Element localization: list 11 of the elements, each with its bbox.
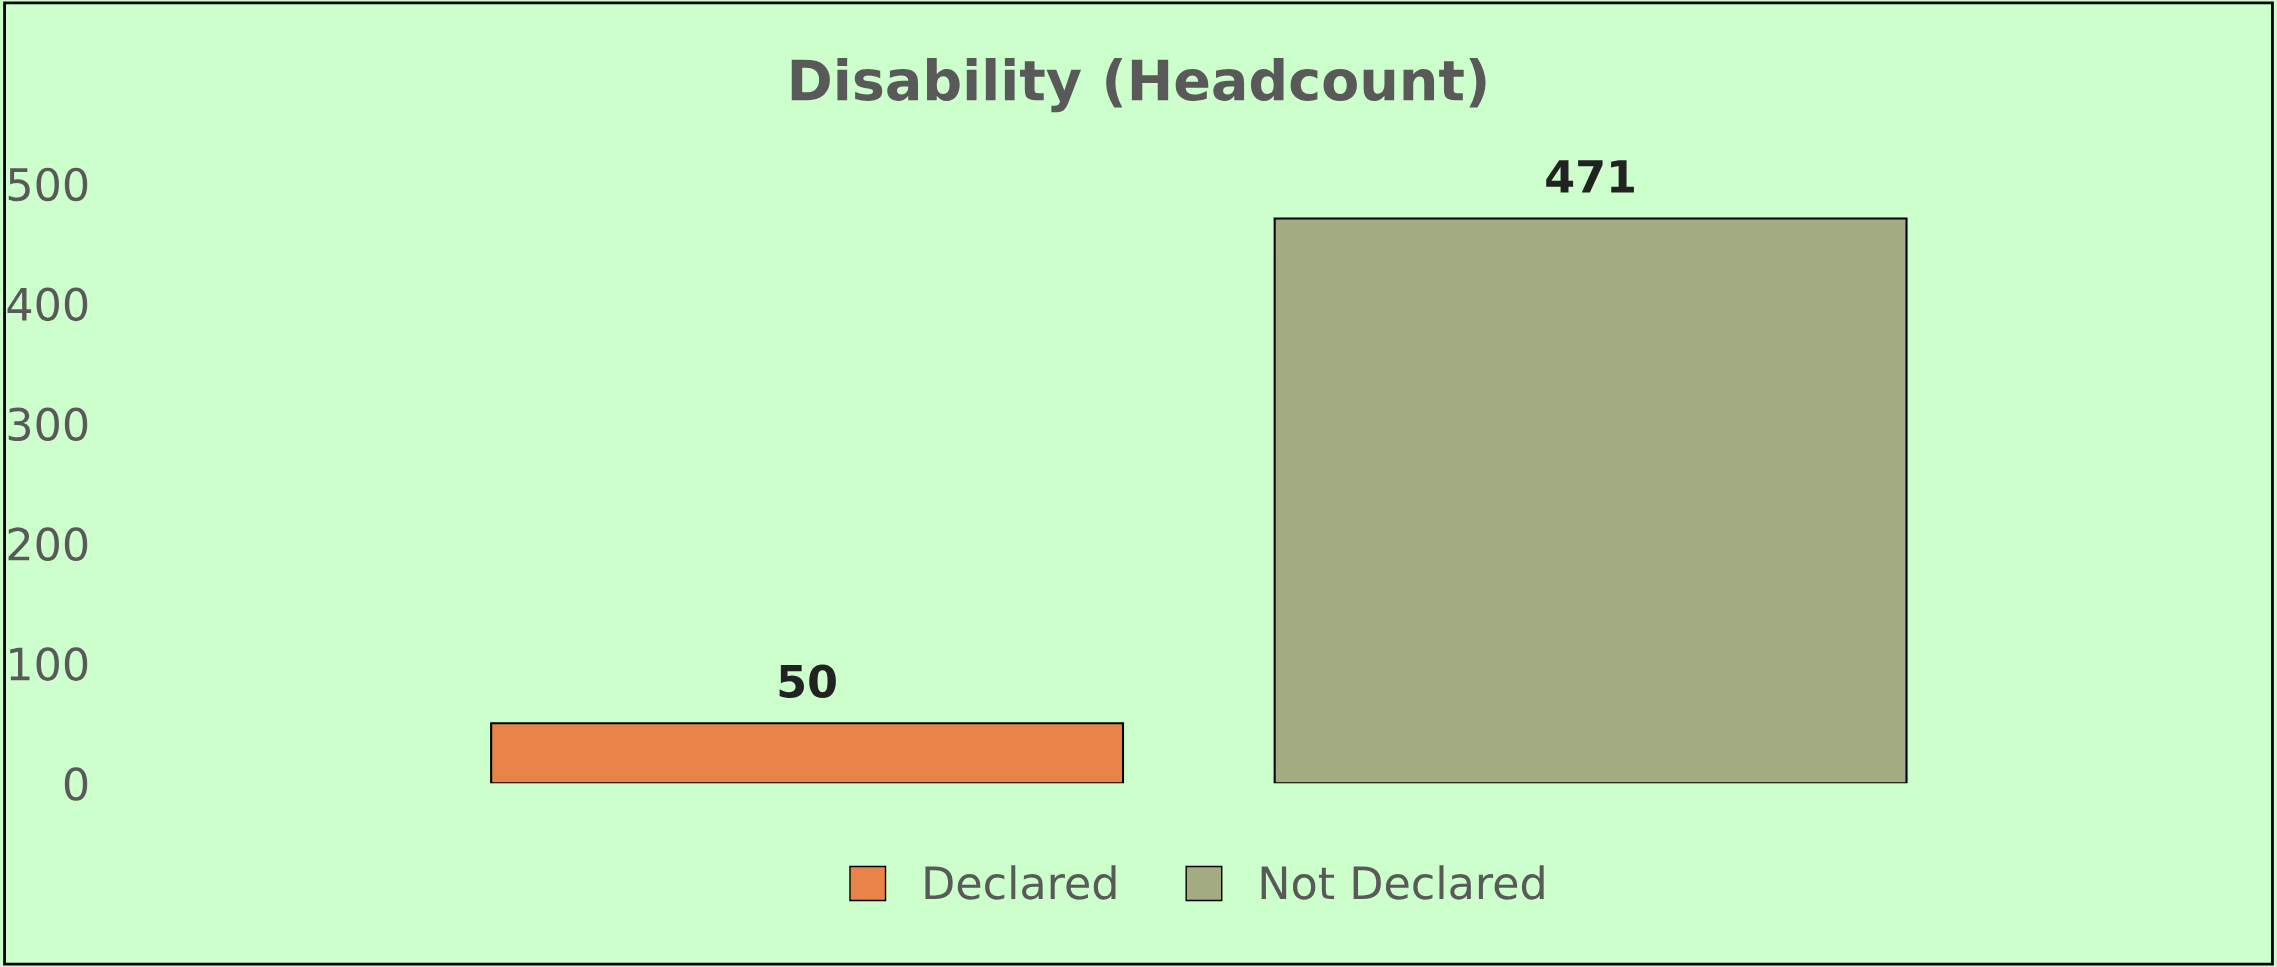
y-tick-label: 500	[8, 167, 88, 202]
y-tick-label: 200	[8, 527, 88, 561]
legend-label: Declared	[925, 865, 1116, 900]
y-tick-label: 0	[64, 767, 88, 801]
legend-label: Not Declared	[1261, 865, 1544, 900]
data-label: 471	[1546, 160, 1634, 193]
y-tick-label: 400	[7, 287, 88, 322]
y-tick-label: 100	[10, 647, 88, 681]
data-label: 50	[779, 664, 836, 699]
y-tick-label: 300	[8, 407, 88, 442]
chart-title: Disability (Headcount)	[791, 58, 1486, 113]
